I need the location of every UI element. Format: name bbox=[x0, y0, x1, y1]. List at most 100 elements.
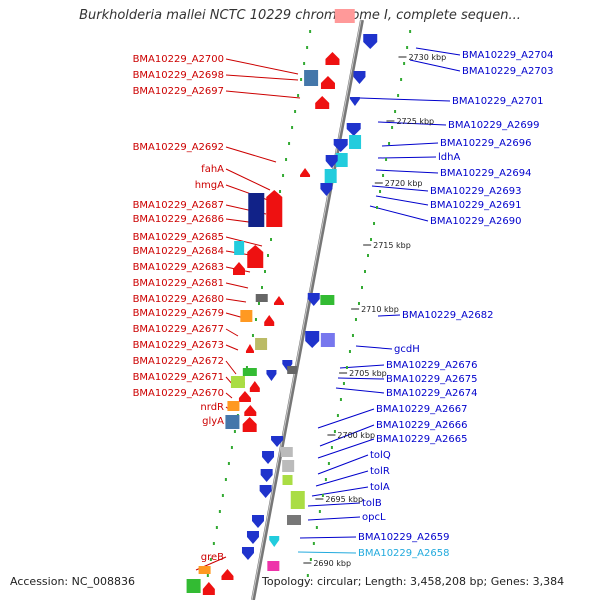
right-connector bbox=[355, 345, 393, 350]
gene-arrow-forward[interactable] bbox=[259, 485, 272, 498]
gene-arrow-forward[interactable] bbox=[246, 531, 259, 544]
gene-block[interactable] bbox=[282, 460, 295, 472]
gene-arrow-forward[interactable] bbox=[269, 536, 280, 547]
gene-arrow-reverse[interactable] bbox=[266, 190, 283, 227]
gene-arrow-reverse[interactable] bbox=[249, 381, 260, 392]
scale-label: 2715 kbp bbox=[373, 241, 411, 250]
gene-arrow-forward[interactable] bbox=[363, 34, 378, 49]
left-connector bbox=[225, 168, 271, 191]
gene-arrow-forward[interactable] bbox=[260, 469, 273, 482]
gene-arrow-reverse[interactable] bbox=[245, 344, 254, 353]
gene-block[interactable] bbox=[225, 415, 240, 429]
gene-block[interactable] bbox=[320, 333, 335, 347]
gene-arrow-reverse[interactable] bbox=[221, 569, 234, 580]
left-gene-label: greB bbox=[201, 552, 224, 563]
gene-labels: BMA10229_A2700 BMA10229_A2698 BMA10229_A26… bbox=[133, 50, 554, 563]
gene-arrow-forward[interactable] bbox=[262, 451, 275, 464]
right-gene-label: BMA10229_A2682 bbox=[402, 310, 493, 321]
gene-arrow-forward[interactable] bbox=[325, 155, 338, 168]
gene-block[interactable] bbox=[240, 310, 253, 322]
backbone-line bbox=[250, 19, 364, 600]
left-gene-label: BMA10229_A2697 bbox=[133, 86, 224, 97]
gene-block[interactable] bbox=[324, 169, 337, 183]
right-connector bbox=[299, 536, 357, 539]
left-gene-label: BMA10229_A2679 bbox=[133, 308, 224, 319]
gene-block[interactable] bbox=[248, 193, 265, 227]
gene-arrow-reverse[interactable] bbox=[315, 96, 330, 109]
gene-arrow-forward[interactable] bbox=[241, 547, 254, 560]
gene-arrow-reverse[interactable] bbox=[244, 405, 257, 416]
gene-arrow-forward[interactable] bbox=[305, 331, 320, 348]
gene-block[interactable] bbox=[282, 475, 293, 485]
right-connector bbox=[415, 47, 461, 56]
gene-arrow-reverse[interactable] bbox=[273, 296, 284, 305]
right-connector bbox=[317, 454, 369, 475]
left-connector bbox=[225, 74, 299, 81]
right-connector bbox=[311, 486, 369, 497]
gene-block[interactable] bbox=[334, 9, 355, 23]
gene-block[interactable] bbox=[255, 294, 268, 302]
right-connector bbox=[377, 121, 447, 126]
left-gene-label: BMA10229_A2698 bbox=[133, 70, 224, 81]
gene-arrow-reverse[interactable] bbox=[242, 417, 257, 432]
gene-block[interactable] bbox=[230, 376, 245, 388]
backbone-highlight bbox=[251, 19, 362, 600]
right-connector bbox=[409, 59, 461, 72]
left-gene-label: BMA10229_A2681 bbox=[133, 278, 224, 289]
right-gene-label: BMA10229_A2703 bbox=[462, 66, 553, 77]
left-gene-label: BMA10229_A2700 bbox=[133, 54, 224, 65]
gene-block[interactable] bbox=[234, 241, 245, 255]
right-connector bbox=[337, 377, 385, 380]
right-gene-label: gcdH bbox=[394, 344, 420, 355]
scale-labels: 2730 kbp 2725 kbp 2720 kbp 2715 kbp 2710 kbp… bbox=[303, 53, 446, 568]
gene-block[interactable] bbox=[320, 295, 335, 305]
right-gene-label: BMA10229_A2690 bbox=[430, 216, 521, 227]
gene-arrow-forward[interactable] bbox=[282, 360, 293, 371]
gene-arrow-forward[interactable] bbox=[349, 97, 360, 106]
gene-arrow-forward[interactable] bbox=[271, 436, 284, 447]
scale-label: 2720 kbp bbox=[385, 179, 423, 188]
gene-block[interactable] bbox=[186, 579, 201, 593]
gene-arrow-forward[interactable] bbox=[307, 293, 320, 306]
right-gene-label: BMA10229_A2676 bbox=[386, 360, 477, 371]
gene-arrow-reverse[interactable] bbox=[264, 315, 275, 326]
gene-arrow-reverse[interactable] bbox=[325, 52, 340, 65]
gene-block[interactable] bbox=[198, 566, 211, 574]
gene-block[interactable] bbox=[349, 135, 362, 149]
gene-arrow-forward[interactable] bbox=[252, 515, 264, 528]
gene-arrow-reverse[interactable] bbox=[233, 262, 245, 275]
gene-block[interactable] bbox=[290, 491, 305, 509]
gene-arrow-reverse[interactable] bbox=[300, 168, 311, 177]
gene-arrow-forward[interactable] bbox=[346, 123, 361, 136]
right-gene-label: BMA10229_A2674 bbox=[386, 388, 477, 399]
gene-arrow-forward[interactable] bbox=[266, 370, 277, 381]
left-gene-label: BMA10229_A2684 bbox=[133, 246, 224, 257]
gene-arrow-reverse[interactable] bbox=[247, 245, 264, 268]
right-gene-label: BMA10229_A2675 bbox=[386, 374, 477, 385]
gene-arrow-reverse[interactable] bbox=[238, 391, 251, 402]
right-gene-label: ldhA bbox=[438, 152, 460, 163]
right-gene-label: tolR bbox=[370, 466, 390, 477]
gene-arrow-reverse[interactable] bbox=[320, 76, 335, 89]
gene-arrow-forward[interactable] bbox=[333, 139, 348, 152]
gene-block[interactable] bbox=[280, 447, 293, 457]
right-connector bbox=[317, 438, 375, 459]
gene-arrow-forward[interactable] bbox=[353, 71, 366, 84]
gene-block[interactable] bbox=[242, 368, 257, 376]
right-connector bbox=[315, 470, 369, 487]
gene-block[interactable] bbox=[267, 561, 280, 571]
gene-features[interactable] bbox=[186, 9, 378, 595]
gene-arrow-forward[interactable] bbox=[320, 183, 333, 196]
gene-block[interactable] bbox=[287, 515, 301, 525]
gene-block[interactable] bbox=[335, 153, 348, 167]
accession-text: Accession: NC_008836 bbox=[10, 575, 136, 588]
gene-block[interactable] bbox=[227, 401, 240, 411]
gene-block[interactable] bbox=[287, 366, 298, 374]
left-gene-label: BMA10229_A2673 bbox=[133, 340, 224, 351]
gene-block[interactable] bbox=[255, 338, 268, 350]
tick-tracks bbox=[206, 30, 412, 577]
gene-arrow-reverse[interactable] bbox=[202, 582, 215, 595]
gene-block[interactable] bbox=[304, 70, 319, 86]
left-gene-label: BMA10229_A2680 bbox=[133, 294, 224, 305]
